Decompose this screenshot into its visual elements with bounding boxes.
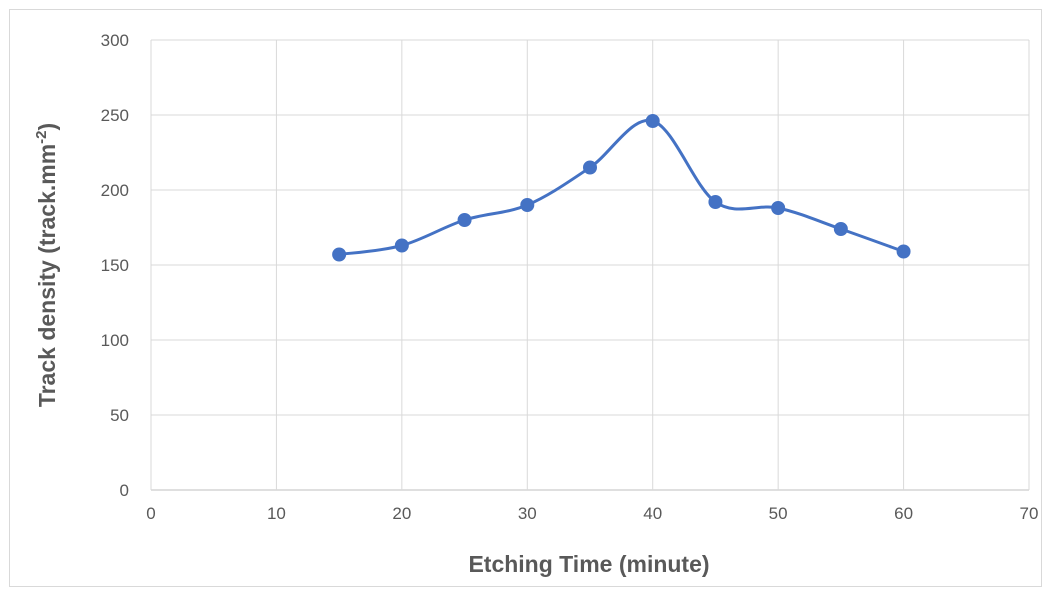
x-tick-label: 40 [643, 504, 662, 523]
data-point [771, 201, 786, 215]
x-tick-label: 10 [267, 504, 286, 523]
y-tick-label: 250 [101, 106, 129, 125]
x-tick-label: 60 [894, 504, 913, 523]
y-tick-label: 0 [120, 481, 129, 500]
gridlines [150, 39, 1030, 491]
data-point [645, 114, 660, 128]
x-tick-label: 50 [769, 504, 788, 523]
data-point [583, 160, 597, 175]
y-tick-labels: 0 50 100 150 200 250 300 [101, 31, 129, 500]
data-point [457, 213, 472, 227]
y-tick-label: 200 [101, 181, 129, 200]
x-tick-label: 0 [146, 504, 155, 523]
y-tick-label: 50 [110, 406, 129, 425]
data-points [332, 114, 911, 262]
data-point [394, 238, 409, 253]
y-axis-title: Track density (track.mm-2) [33, 123, 60, 407]
data-point [896, 244, 911, 259]
series-line [338, 119, 905, 256]
data-point [520, 198, 535, 212]
data-point [332, 247, 347, 262]
y-axis-title-tail: ) [34, 123, 60, 131]
data-point [833, 222, 848, 236]
data-point [708, 195, 723, 209]
y-tick-label: 100 [101, 331, 129, 350]
x-tick-labels: 0 10 20 30 40 50 60 70 [146, 504, 1038, 523]
x-tick-label: 70 [1020, 504, 1039, 523]
y-tick-label: 300 [101, 31, 129, 50]
y-axis-title-superscript: -2 [33, 130, 50, 143]
x-tick-label: 20 [392, 504, 411, 523]
x-tick-label: 30 [518, 504, 537, 523]
chart-frame [9, 9, 1042, 587]
y-tick-label: 150 [101, 256, 129, 275]
y-axis-title-main: Track density (track.mm [34, 144, 60, 407]
x-axis-title: Etching Time (minute) [468, 551, 709, 577]
